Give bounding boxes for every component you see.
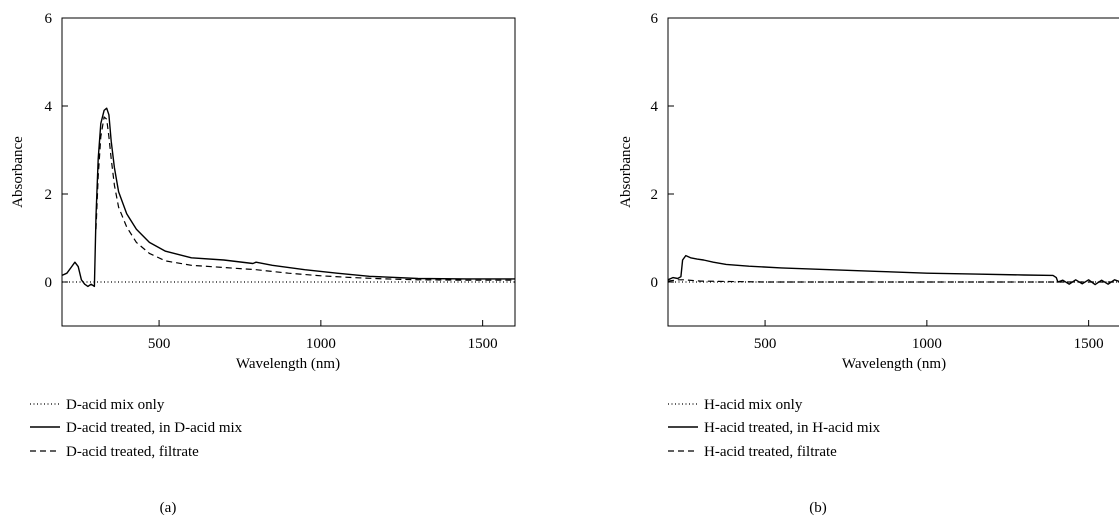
y-axis-a: 0 2 4 6	[45, 11, 68, 291]
legend-label-a-1: D-acid treated, in D-acid mix	[66, 420, 243, 436]
x-tick-label-b-0: 500	[754, 336, 777, 352]
y-axis-b: 0 2 4 6	[651, 11, 674, 291]
plot-area-a	[61, 17, 516, 327]
series-line-b-1	[667, 254, 1119, 286]
y-tick-label-b-0: 0	[651, 275, 659, 291]
panel-caption-b: (b)	[809, 500, 827, 516]
y-tick-label-a-3: 6	[45, 11, 53, 27]
legend-label-b-2: H-acid treated, filtrate	[704, 444, 837, 460]
y-axis-title-a: Absorbance	[10, 136, 26, 208]
y-tick-label-b-3: 6	[651, 11, 659, 27]
legend-label-b-1: H-acid treated, in H-acid mix	[704, 420, 881, 436]
legend-label-a-2: D-acid treated, filtrate	[66, 444, 199, 460]
panel-b: 0 2 4 6 500 1000 1500 Wavelength (nm) Absorba…	[618, 11, 1119, 516]
y-tick-label-b-1: 2	[651, 187, 659, 203]
x-tick-label-a-0: 500	[148, 336, 171, 352]
y-axis-title-b: Absorbance	[618, 136, 634, 208]
panel-caption-a: (a)	[160, 500, 177, 516]
series-line-b-2	[667, 279, 1119, 283]
legend-label-b-0: H-acid mix only	[704, 397, 803, 413]
series-line-a-2	[95, 116, 515, 281]
x-axis-title-a: Wavelength (nm)	[236, 356, 340, 372]
y-tick-label-b-2: 4	[651, 99, 659, 115]
x-axis-title-b: Wavelength (nm)	[842, 356, 946, 372]
x-tick-label-b-1: 1000	[912, 336, 942, 352]
series-layer-b	[667, 254, 1119, 286]
x-axis-b: 500 1000 1500	[754, 320, 1104, 352]
legend-a: D-acid mix only D-acid treated, in D-aci…	[30, 397, 243, 460]
panel-a: 0 2 4 6 500 1000 1500 Wavelength (nm) Absorba…	[10, 11, 516, 516]
x-tick-label-b-2: 1500	[1074, 336, 1104, 352]
x-axis-a: 500 1000 1500	[148, 320, 498, 352]
series-line-a-1	[61, 107, 515, 288]
y-tick-label-a-2: 4	[45, 99, 53, 115]
x-tick-label-a-2: 1500	[468, 336, 498, 352]
y-tick-label-a-1: 2	[45, 187, 53, 203]
legend-b: H-acid mix only H-acid treated, in H-aci…	[668, 397, 881, 460]
plot-area-b	[667, 17, 1119, 327]
series-layer-a	[61, 107, 515, 288]
x-tick-label-a-1: 1000	[306, 336, 336, 352]
legend-label-a-0: D-acid mix only	[66, 397, 165, 413]
y-tick-label-a-0: 0	[45, 275, 53, 291]
